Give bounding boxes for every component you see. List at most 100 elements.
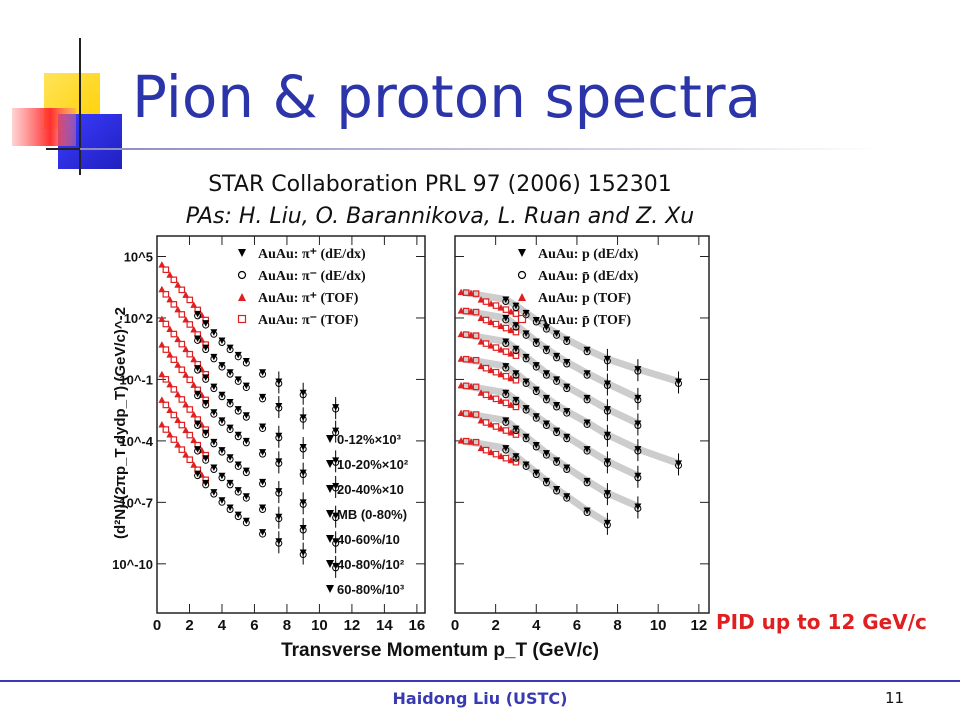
tof-point <box>482 364 490 372</box>
dedx-point <box>583 507 591 515</box>
tof-point <box>472 356 480 364</box>
tof-point <box>472 308 480 316</box>
dedx-point <box>502 364 510 372</box>
dedx-point <box>218 498 226 506</box>
dedx-point <box>202 456 210 464</box>
dedx-point <box>563 360 571 368</box>
dedx-point <box>234 487 242 494</box>
figure-background <box>128 228 713 668</box>
dedx-point <box>226 481 234 489</box>
dedx-point <box>522 378 530 385</box>
dedx-point <box>553 457 561 464</box>
dedx-point <box>502 363 510 370</box>
tof-point <box>158 370 166 378</box>
tof-point <box>174 441 182 448</box>
dedx-point <box>553 487 561 495</box>
y-axis-label: (d²N)/(2πp_T dydp_T) (GeV/c)^-2 <box>112 307 129 539</box>
series-pions <box>158 315 340 473</box>
dedx-point <box>194 447 202 455</box>
dedx-point <box>259 449 267 456</box>
series-protons <box>457 330 642 436</box>
dedx-point <box>202 479 210 487</box>
dedx-point <box>532 413 540 420</box>
dedx-point <box>194 472 202 480</box>
tof-point <box>198 336 206 343</box>
dedx-point <box>522 355 530 363</box>
series-pions <box>158 261 340 420</box>
legend-entry: AuAu: π⁺ (TOF) <box>238 291 359 306</box>
centrality-label: 40-80%/10² <box>337 557 405 572</box>
dedx-point <box>202 346 210 354</box>
dedx-point <box>532 443 540 451</box>
x-tick-label: 8 <box>613 617 621 634</box>
dedx-point <box>218 393 226 401</box>
dedx-point <box>226 369 234 376</box>
tof-point <box>462 289 470 296</box>
tof-point <box>166 406 174 413</box>
dedx-point <box>522 461 530 468</box>
dedx-point <box>502 446 510 454</box>
x-tick-label: 8 <box>283 617 291 634</box>
tof-point <box>182 451 190 458</box>
centrality-marker <box>326 460 334 468</box>
dedx-point <box>522 433 530 441</box>
x-tick-label: 0 <box>451 617 459 634</box>
dedx-point <box>522 309 530 317</box>
dedx-point <box>522 405 530 412</box>
dedx-point <box>234 433 242 441</box>
x-tick-label: 6 <box>250 617 258 634</box>
x-tick-label: 12 <box>690 617 707 634</box>
tof-point <box>502 399 510 407</box>
tof-point <box>462 307 470 315</box>
dedx-point <box>259 423 267 431</box>
tof-point <box>162 266 170 274</box>
dedx-point <box>202 344 210 352</box>
dedx-point <box>583 479 591 487</box>
tof-point <box>166 325 174 333</box>
dedx-point <box>234 376 242 383</box>
dedx-point <box>210 385 218 393</box>
tof-point <box>182 291 190 298</box>
dedx-point <box>259 395 267 403</box>
series-protons <box>457 288 683 394</box>
y-tick-label: 10^-1 <box>119 372 153 387</box>
tof-point <box>162 426 170 433</box>
x-tick-label: 4 <box>532 617 541 634</box>
tof-point <box>482 298 490 305</box>
series-pions <box>158 421 340 578</box>
dedx-point <box>259 480 267 488</box>
y-tick-label: 10^5 <box>124 249 153 264</box>
x-tick-label: 0 <box>153 617 161 634</box>
y-tick-label: 10^-7 <box>119 495 153 510</box>
dedx-point <box>502 338 510 346</box>
dedx-point <box>242 494 250 502</box>
dedx-point <box>553 354 561 362</box>
tof-point <box>198 365 206 373</box>
dedx-point <box>553 377 561 385</box>
dedx-point <box>502 298 510 306</box>
dedx-point <box>512 396 520 404</box>
legend-entry: AuAu: π⁺ (dE/dx) <box>238 247 366 262</box>
tof-point <box>502 348 510 355</box>
legend-marker <box>237 270 247 280</box>
dedx-point <box>218 448 226 456</box>
tof-point <box>492 302 500 309</box>
dedx-point <box>532 471 540 479</box>
dedx-point <box>522 406 530 414</box>
footer-author: Haidong Liu (USTC) <box>392 689 568 708</box>
tof-point <box>482 391 490 399</box>
y-tick-label: 10^-10 <box>112 557 153 572</box>
dedx-point <box>512 427 520 435</box>
tof-point <box>198 471 206 478</box>
dedx-point <box>542 477 550 485</box>
dedx-point <box>218 362 226 369</box>
tof-point <box>502 427 510 434</box>
dedx-point <box>532 388 540 396</box>
legend-marker <box>517 270 527 280</box>
dedx-point <box>583 346 591 354</box>
tof-point <box>186 431 194 439</box>
tof-point <box>186 456 194 464</box>
tof-point <box>190 301 198 308</box>
tof-point <box>162 291 170 298</box>
tof-point <box>162 401 170 409</box>
